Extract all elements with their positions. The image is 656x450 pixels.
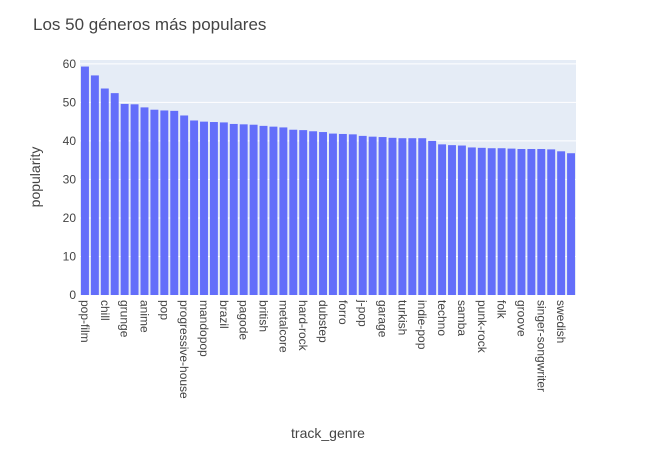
- x-tick-label: hard-rock: [296, 300, 310, 352]
- bar: [457, 145, 466, 295]
- bar: [259, 125, 268, 296]
- bar: [448, 145, 456, 295]
- x-tick-label: indie-pop: [415, 300, 429, 350]
- bar: [110, 93, 119, 295]
- bar: [100, 88, 109, 295]
- bar: [130, 104, 139, 295]
- bar: [557, 151, 566, 295]
- x-tick-label: forro: [336, 300, 350, 325]
- bar: [229, 123, 238, 295]
- bars: [80, 66, 576, 296]
- chart-title: Los 50 géneros más populares: [33, 15, 266, 34]
- x-tick-label: punk-rock: [475, 300, 489, 354]
- bar: [80, 66, 89, 295]
- bar: [527, 148, 536, 295]
- x-tick-label: swedish: [554, 300, 568, 343]
- bar: [467, 147, 476, 295]
- y-tick-label: 0: [69, 288, 76, 302]
- bar: [338, 133, 347, 295]
- x-tick-label: turkish: [395, 300, 409, 335]
- bar: [120, 103, 129, 295]
- bar: [378, 137, 387, 295]
- x-tick-label: brazil: [217, 300, 231, 329]
- bar: [537, 148, 546, 295]
- bar: [388, 137, 397, 295]
- bar: [309, 131, 318, 295]
- bar: [477, 147, 486, 295]
- x-tick-label: j-pop: [356, 299, 370, 327]
- bar: [428, 140, 437, 295]
- bar: [348, 134, 357, 295]
- y-tick-label: 60: [63, 57, 77, 71]
- bar: [517, 148, 526, 295]
- bar: [487, 148, 496, 295]
- x-tick-label: pop: [157, 300, 171, 320]
- bar: [269, 126, 278, 295]
- bar: [160, 110, 169, 295]
- bar: [567, 153, 576, 295]
- bar: [507, 148, 516, 295]
- x-tick-label: pagode: [237, 300, 251, 340]
- x-tick-label: pop-film: [78, 300, 92, 343]
- x-tick-label: singer-songwriter: [534, 300, 548, 392]
- y-tick-label: 10: [63, 249, 77, 263]
- bar: [547, 149, 556, 295]
- bar: [140, 107, 149, 295]
- bar: [249, 124, 258, 295]
- x-tick-label: dubstep: [316, 300, 330, 343]
- x-tick-label: mandopop: [197, 300, 211, 357]
- bar: [418, 138, 427, 295]
- y-tick-labels: 0 10 20 30 40 50 60: [63, 57, 77, 302]
- bar: [438, 144, 447, 295]
- y-axis-title: popularity: [27, 147, 43, 208]
- x-tick-label: techno: [435, 300, 449, 336]
- x-tick-label: groove: [514, 300, 528, 337]
- x-tick-label: chill: [98, 300, 112, 321]
- y-tick-label: 30: [63, 172, 77, 186]
- bar: [299, 130, 308, 295]
- bar: [90, 75, 99, 295]
- bar: [319, 132, 328, 295]
- x-tick-label: british: [257, 300, 271, 332]
- bar: [180, 115, 189, 296]
- x-tick-label: folk: [495, 300, 509, 320]
- x-tick-label: metalcore: [276, 300, 290, 353]
- bar: [219, 122, 228, 295]
- bar: [209, 122, 218, 295]
- bar: [289, 129, 298, 295]
- bar: [368, 136, 377, 295]
- bar: [170, 110, 179, 295]
- bar: [328, 133, 337, 295]
- bar: [239, 124, 248, 296]
- bar: [150, 109, 159, 296]
- y-tick-label: 20: [63, 211, 77, 225]
- x-axis-title: track_genre: [291, 425, 365, 441]
- bar: [358, 135, 367, 295]
- bar: [190, 120, 199, 295]
- bar: [279, 127, 288, 295]
- x-tick-label: progressive-house: [177, 300, 191, 399]
- y-tick-label: 50: [63, 95, 77, 109]
- bar: [398, 138, 407, 295]
- y-tick-label: 40: [63, 134, 77, 148]
- x-tick-label: anime: [137, 300, 151, 333]
- bar: [408, 138, 417, 295]
- x-tick-label: grunge: [118, 300, 132, 338]
- x-tick-labels: pop-film chill grunge anime pop progressive-h…: [78, 299, 568, 399]
- bar: [200, 121, 208, 295]
- bar: [497, 148, 506, 295]
- x-tick-label: garage: [376, 300, 390, 338]
- x-tick-label: samba: [455, 300, 469, 336]
